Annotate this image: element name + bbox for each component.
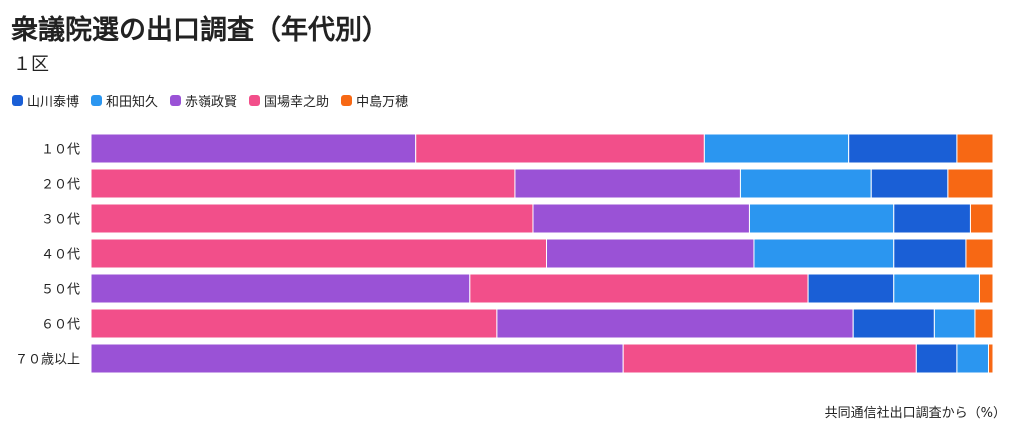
bar-segment [496, 308, 854, 339]
bar-segment [978, 273, 994, 304]
legend-swatch [249, 95, 261, 106]
category-label: ３０代 [41, 213, 80, 228]
bar-segment [90, 133, 417, 164]
bar-segment [90, 238, 548, 269]
bar-segment [90, 343, 624, 374]
bar-segment [90, 308, 498, 339]
source-note: 共同通信社出口調査から（%） [824, 406, 1006, 421]
bar-segment [987, 343, 994, 374]
legend-item: 国場幸之助 [249, 91, 329, 110]
bar-segment [956, 343, 989, 374]
bar-segment [893, 203, 971, 234]
bar-segment [546, 238, 755, 269]
bar-segment [415, 133, 705, 164]
legend-item: 赤嶺政賢 [170, 91, 237, 110]
bar-segment [514, 168, 741, 199]
category-label: ６０代 [41, 318, 80, 333]
legend-label: 山川泰博 [27, 95, 80, 110]
legend-label: 和田知久 [106, 95, 159, 110]
stacked-bar-chart: １０代 ２０代 ３０代 ４０代 ５０代 ６０代 ７０歳以上 [15, 133, 994, 374]
bar-segment [956, 133, 994, 164]
bar-segment [947, 168, 994, 199]
bar-segment [965, 238, 994, 269]
legend-label: 中島万穂 [356, 95, 409, 110]
legend: 山川泰博 和田知久 赤嶺政賢 国場幸之助 中島万穂 [12, 91, 408, 110]
bar-segment [739, 168, 872, 199]
chart-title: 衆議院選の出口調査（年代別） [11, 15, 389, 46]
legend-swatch [341, 95, 353, 106]
bar-segment [852, 308, 935, 339]
bar-segment [969, 203, 994, 234]
category-label: ４０代 [41, 248, 80, 263]
category-label: ２０代 [41, 178, 80, 193]
bar-segment [90, 168, 516, 199]
legend-swatch [170, 95, 182, 106]
legend-item: 山川泰博 [12, 91, 79, 110]
bar-segment [807, 273, 895, 304]
category-label: ７０歳以上 [15, 353, 80, 368]
legend-item: 中島万穂 [341, 91, 408, 110]
legend-item: 和田知久 [91, 91, 158, 110]
chart-subtitle: １区 [13, 54, 49, 75]
bar-segment [469, 273, 809, 304]
bar-segment [90, 273, 471, 304]
bar-segment [915, 343, 958, 374]
bar-segment [893, 273, 980, 304]
bar-segment [933, 308, 976, 339]
category-label: ５０代 [41, 283, 80, 298]
bar-segment [753, 238, 895, 269]
bar-segment [848, 133, 958, 164]
bar-segment [974, 308, 994, 339]
category-label: １０代 [41, 143, 80, 158]
bar-segment [622, 343, 917, 374]
legend-label: 赤嶺政賢 [185, 95, 238, 110]
legend-label: 国場幸之助 [264, 95, 330, 110]
bar-segment [703, 133, 850, 164]
bar-segment [532, 203, 750, 234]
legend-swatch [12, 95, 23, 106]
bar-segment [90, 203, 534, 234]
bar-segment [870, 168, 949, 199]
legend-swatch [91, 95, 103, 106]
bar-segment [748, 203, 895, 234]
bar-segment [893, 238, 967, 269]
